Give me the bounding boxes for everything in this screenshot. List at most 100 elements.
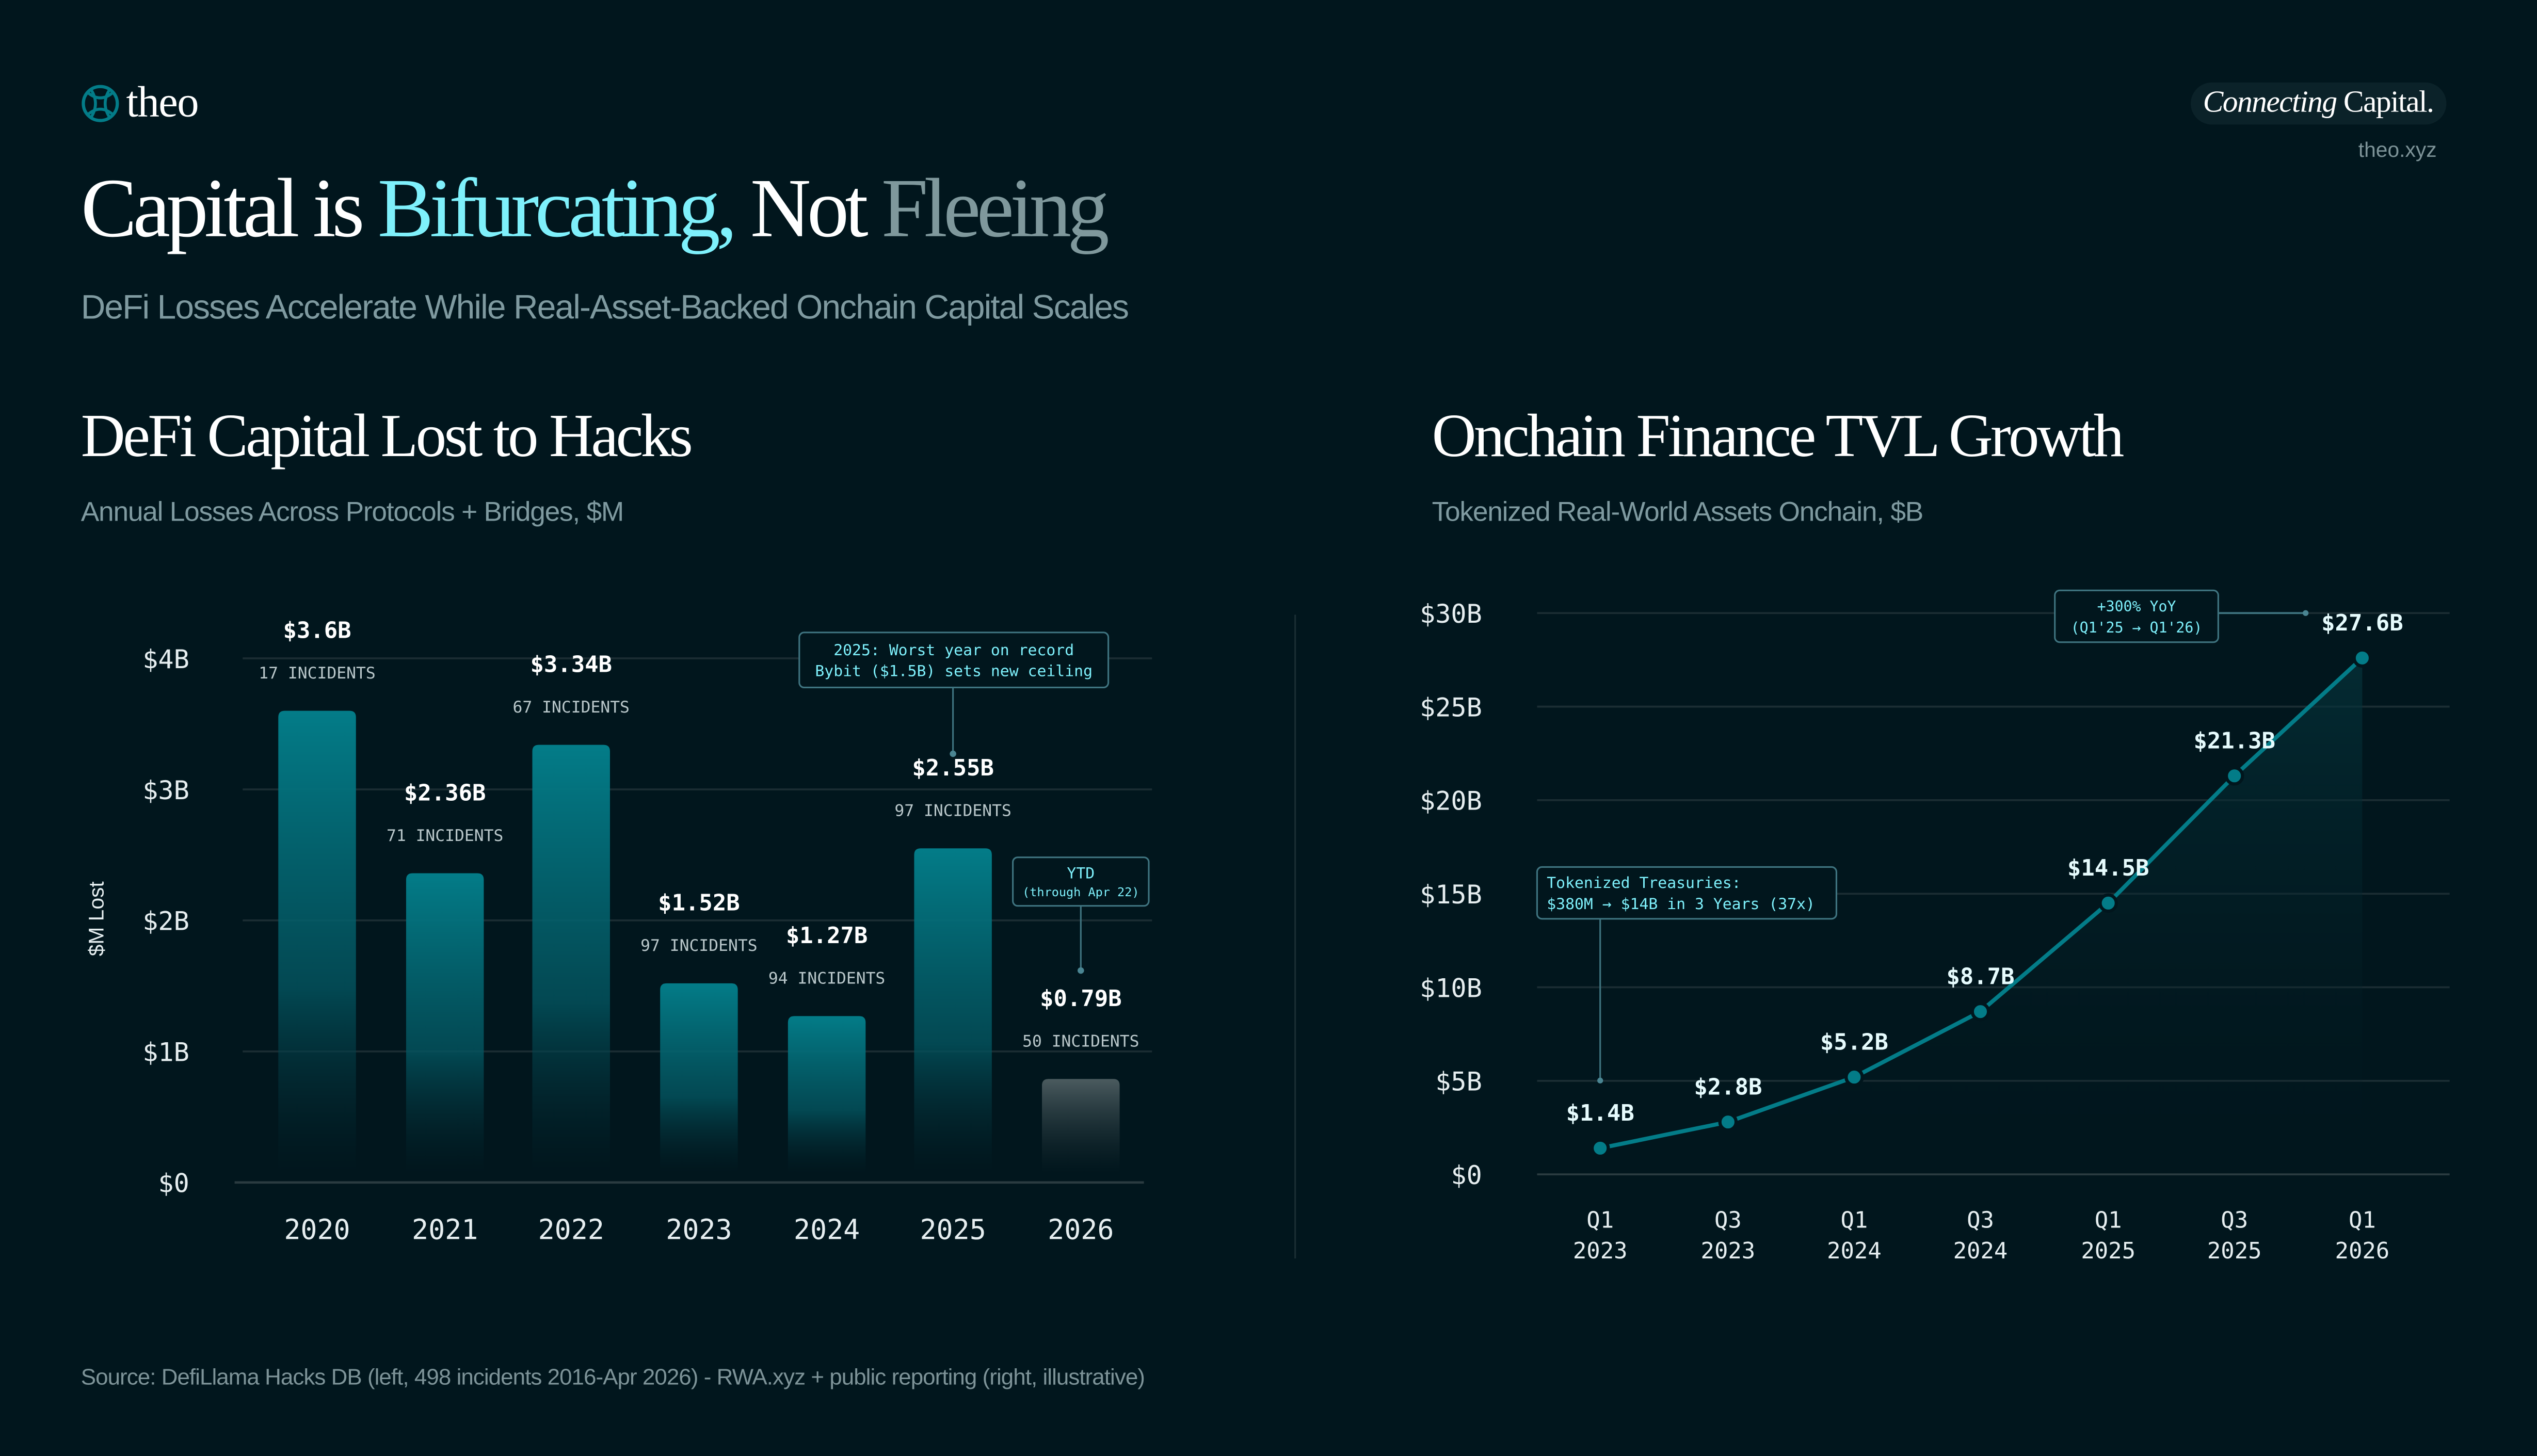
y-tick-label: $20B: [1420, 786, 1482, 816]
area-fill: [1600, 658, 2363, 1175]
x-tick-label: 2025: [920, 1214, 986, 1246]
x-tick-quarter: Q3: [2221, 1207, 2248, 1234]
x-tick-year: 2024: [1953, 1238, 2008, 1264]
bar-value-label: $0.79B: [1040, 985, 1122, 1012]
y-tick-label: $4B: [142, 644, 189, 674]
point-value-label: $2.8B: [1694, 1074, 1762, 1100]
bar-2025: [914, 848, 992, 1173]
point-value-label: $21.3B: [2193, 727, 2275, 754]
x-tick-quarter: Q3: [1714, 1207, 1742, 1234]
annotation-dot: [2303, 610, 2309, 616]
annotation-yoy-text: +300% YoY: [2097, 598, 2176, 615]
bar-value-label: $3.34B: [530, 652, 612, 678]
x-tick-label: 2024: [794, 1214, 860, 1246]
y-tick-label: $10B: [1420, 973, 1482, 1003]
annotation-ytd-text: YTD: [1067, 864, 1095, 882]
title-part: Not: [733, 163, 881, 256]
x-tick-label: 2020: [284, 1214, 350, 1246]
y-tick-label: $0: [1451, 1160, 1482, 1190]
x-tick-label: 2023: [666, 1214, 732, 1246]
title-muted: Fleeing: [881, 163, 1110, 256]
x-tick-year: 2023: [1573, 1238, 1628, 1264]
annotation-worst-year: [798, 632, 1110, 689]
y-tick-label: $3B: [142, 775, 189, 805]
x-tick-quarter: Q1: [2349, 1207, 2376, 1234]
bar-incidents-label: 97 INCIDENTS: [894, 802, 1011, 820]
x-tick-year: 2024: [1827, 1238, 1882, 1264]
annotation-dot: [1597, 1077, 1603, 1083]
bar-incidents-label: 71 INCIDENTS: [387, 827, 503, 845]
bar-2020: [278, 710, 356, 1173]
annotation-treasuries: [1536, 866, 1838, 920]
title-part: Capital is: [81, 163, 378, 256]
annotation-yoy-text: (Q1'25 → Q1'26): [2071, 619, 2203, 636]
tagline-pill: Connecting Capital.: [2190, 82, 2447, 125]
left-chart-subtitle: Annual Losses Across Protocols + Bridges…: [81, 496, 624, 528]
annotation-dot: [950, 750, 956, 757]
annotation-worst-year-text: 2025: Worst year on record: [833, 641, 1074, 659]
brand-logo: theo: [81, 77, 199, 127]
x-tick-quarter: Q3: [1967, 1207, 1994, 1234]
point-value-label: $1.4B: [1566, 1100, 1634, 1126]
theo-logo-icon: [82, 84, 119, 122]
bar-incidents-label: 67 INCIDENTS: [512, 698, 629, 717]
x-tick-label: 2022: [538, 1214, 604, 1246]
x-tick-quarter: Q1: [1841, 1207, 1868, 1234]
page-subtitle: DeFi Losses Accelerate While Real-Asset-…: [81, 289, 1129, 327]
point-value-label: $14.5B: [2067, 855, 2149, 881]
bar-2021: [406, 873, 484, 1173]
page-title: Capital is Bifurcating, Not Fleeing: [81, 162, 1110, 257]
source-note: Source: DefiLlama Hacks DB (left, 498 in…: [81, 1363, 1145, 1390]
y-tick-label: $1B: [142, 1037, 189, 1067]
tagline-italic: Connecting: [2203, 86, 2338, 120]
x-tick-year: 2025: [2207, 1238, 2262, 1264]
point-value-label: $5.2B: [1820, 1029, 1888, 1055]
x-tick-year: 2026: [2335, 1238, 2390, 1264]
bar-value-label: $3.6B: [283, 618, 351, 644]
y-tick-label: $2B: [142, 906, 189, 936]
annotation-yoy: [2054, 589, 2219, 643]
bar-2026: [1042, 1079, 1120, 1173]
bar-2022: [532, 745, 610, 1173]
bar-2023: [660, 983, 738, 1173]
y-axis-label: $M Lost: [85, 881, 108, 957]
y-tick-label: $5B: [1435, 1066, 1482, 1097]
right-chart-title: Onchain Finance TVL Growth: [1432, 402, 2125, 471]
annotation-ytd: [1012, 856, 1150, 907]
x-tick-quarter: Q1: [1586, 1207, 1614, 1234]
right-chart-subtitle: Tokenized Real-World Assets Onchain, $B: [1432, 496, 1924, 528]
annotation-worst-year-text: Bybit ($1.5B) sets new ceiling: [815, 662, 1093, 681]
bar-incidents-label: 17 INCIDENTS: [259, 664, 375, 683]
annotation-treasuries-text: Tokenized Treasuries:: [1547, 874, 1741, 892]
annotation-treasuries-text: $380M → $14B in 3 Years (37x): [1547, 895, 1815, 913]
bar-value-label: $2.55B: [912, 755, 994, 781]
x-tick-label: 2021: [412, 1214, 478, 1246]
x-tick-year: 2023: [1701, 1238, 1756, 1264]
bar-incidents-label: 97 INCIDENTS: [640, 936, 757, 955]
data-point: [1844, 1067, 1864, 1087]
y-tick-label: $30B: [1420, 598, 1482, 629]
data-point: [2098, 893, 2118, 913]
title-highlight: Bifurcating,: [377, 163, 737, 256]
brand-name: theo: [126, 77, 199, 126]
bar-2024: [788, 1016, 866, 1173]
bar-value-label: $1.52B: [658, 890, 740, 916]
left-chart-title: DeFi Capital Lost to Hacks: [81, 402, 693, 471]
data-point: [1970, 1001, 1990, 1022]
data-point: [2224, 766, 2244, 786]
chart-divider: [1294, 614, 1296, 1259]
y-tick-label: $15B: [1420, 879, 1482, 910]
x-tick-label: 2026: [1048, 1214, 1114, 1246]
x-tick-quarter: Q1: [2095, 1207, 2122, 1234]
annotation-ytd-text: (through Apr 22): [1022, 885, 1139, 899]
bar-value-label: $2.36B: [404, 780, 486, 806]
data-point: [1590, 1138, 1610, 1158]
bar-incidents-label: 50 INCIDENTS: [1022, 1032, 1139, 1051]
y-tick-label: $0: [158, 1168, 189, 1199]
point-value-label: $27.6B: [2321, 610, 2403, 636]
bar-incidents-label: 94 INCIDENTS: [768, 969, 885, 988]
annotation-dot: [1078, 967, 1084, 974]
y-tick-label: $25B: [1420, 692, 1482, 722]
